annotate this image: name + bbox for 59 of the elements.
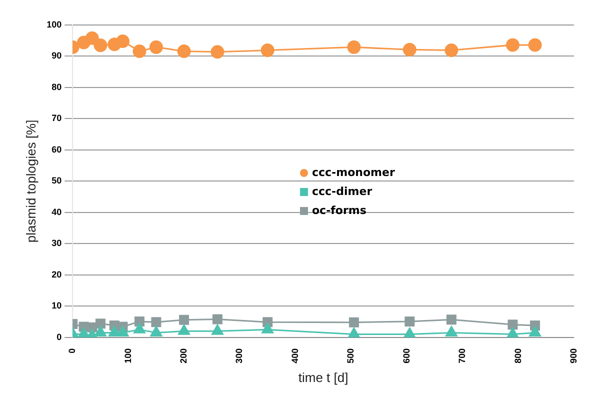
- point: [506, 328, 519, 338]
- point: [528, 38, 542, 52]
- point: [529, 326, 541, 336]
- x-tick-label: 800: [512, 348, 523, 364]
- point: [179, 314, 190, 325]
- point: [149, 40, 163, 54]
- point: [347, 40, 361, 54]
- point: [116, 34, 130, 48]
- point: [508, 320, 518, 330]
- y-tick-label: 10: [52, 300, 62, 311]
- point: [178, 324, 190, 335]
- point: [506, 38, 520, 52]
- point: [404, 316, 415, 326]
- point: [132, 44, 146, 58]
- y-tick-label: 90: [52, 50, 62, 61]
- y-tick-label: 60: [52, 144, 62, 154]
- legend-label: ccc-monomer: [312, 166, 395, 179]
- y-tick-label: 50: [52, 176, 62, 186]
- point: [210, 45, 224, 59]
- legend-label: ccc-dimer: [312, 185, 372, 198]
- point: [348, 317, 359, 328]
- x-tick-label: 300: [234, 348, 244, 364]
- y-tick-label: 30: [52, 238, 62, 248]
- point: [85, 31, 99, 45]
- point: [134, 316, 144, 326]
- x-tick-label: 600: [401, 348, 412, 364]
- y-tick-label: 0: [56, 332, 62, 342]
- x-tick-label: 900: [568, 348, 578, 364]
- x-tick-label: 100: [122, 348, 133, 364]
- point: [348, 328, 360, 338]
- y-axis-title: plasmid toplogies [%]: [23, 120, 38, 243]
- point: [404, 328, 416, 338]
- point: [444, 44, 458, 58]
- point: [134, 322, 146, 334]
- x-axis-title: time t [d]: [298, 370, 348, 385]
- y-tick-label: 40: [52, 206, 62, 217]
- point: [446, 314, 456, 325]
- point: [212, 314, 222, 324]
- y-tick-label: 100: [46, 19, 62, 30]
- x-tick-label: 400: [290, 348, 300, 364]
- point: [94, 38, 108, 52]
- point: [212, 324, 224, 335]
- point: [95, 318, 106, 329]
- point: [151, 317, 162, 328]
- y-tick-label: 70: [52, 113, 62, 124]
- point: [402, 42, 416, 56]
- point: [445, 326, 458, 336]
- point: [262, 322, 274, 334]
- x-tick-label: 200: [178, 348, 189, 364]
- point: [177, 44, 191, 58]
- point: [260, 44, 274, 58]
- point: [150, 326, 162, 336]
- x-tick-label: 0: [67, 348, 78, 354]
- x-tick-label: 500: [346, 348, 356, 364]
- point: [94, 326, 106, 336]
- y-tick-label: 80: [52, 82, 62, 92]
- legend-label: oc-forms: [312, 204, 366, 217]
- x-tick-label: 700: [457, 348, 468, 364]
- y-tick-label: 20: [52, 269, 62, 280]
